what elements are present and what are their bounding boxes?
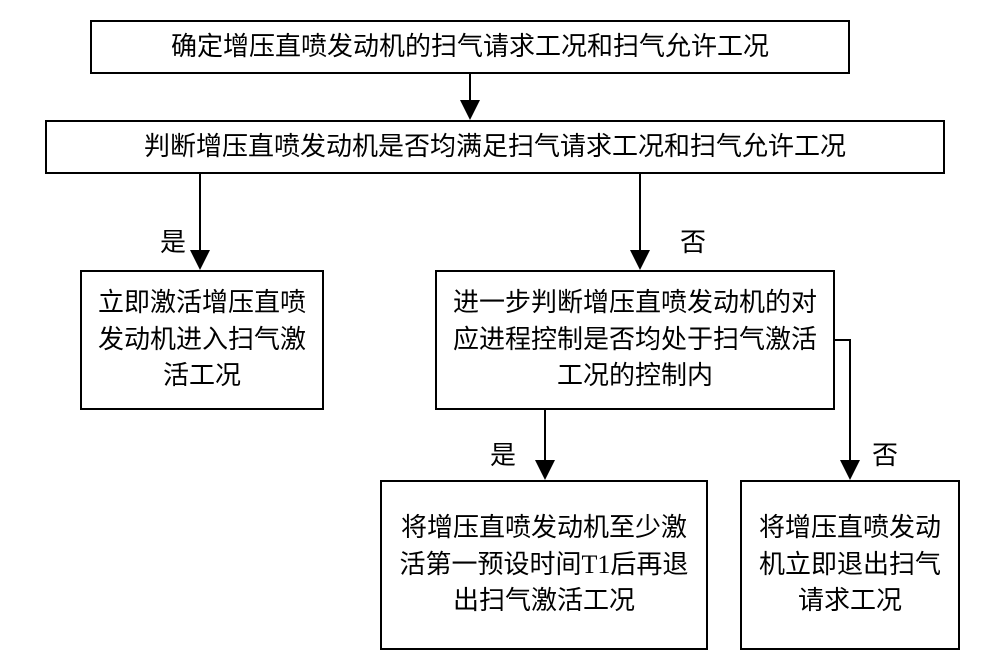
step-immediate-text: 将增压直喷发动机立即退出扫气请求工况 (752, 510, 948, 619)
decision-2-text: 进一步判断增压直喷发动机的对应进程控制是否均处于扫气激活工况的控制内 (447, 285, 823, 394)
step-yes-text: 立即激活增压直喷发动机进入扫气激活工况 (92, 285, 312, 394)
step-immediate-exit: 将增压直喷发动机立即退出扫气请求工况 (740, 480, 960, 650)
step-delay-text: 将增压直喷发动机至少激活第一预设时间T1后再退出扫气激活工况 (392, 510, 696, 619)
step-1-determine-conditions: 确定增压直喷发动机的扫气请求工况和扫气允许工况 (90, 20, 850, 74)
step-yes-activate: 立即激活增压直喷发动机进入扫气激活工况 (80, 270, 324, 410)
step-delay-exit: 将增压直喷发动机至少激活第一预设时间T1后再退出扫气激活工况 (380, 480, 708, 650)
decision-1-check-conditions: 判断增压直喷发动机是否均满足扫气请求工况和扫气允许工况 (45, 120, 945, 174)
label-no-2: 否 (872, 435, 898, 472)
label-no-1: 否 (680, 222, 706, 259)
label-yes-2: 是 (490, 435, 516, 472)
decision-2-process-control: 进一步判断增压直喷发动机的对应进程控制是否均处于扫气激活工况的控制内 (435, 270, 835, 410)
step-1-text: 确定增压直喷发动机的扫气请求工况和扫气允许工况 (171, 29, 769, 65)
label-yes-1: 是 (160, 222, 186, 259)
decision-1-text: 判断增压直喷发动机是否均满足扫气请求工况和扫气允许工况 (144, 129, 846, 165)
arrow-b4-b6 (835, 340, 850, 478)
